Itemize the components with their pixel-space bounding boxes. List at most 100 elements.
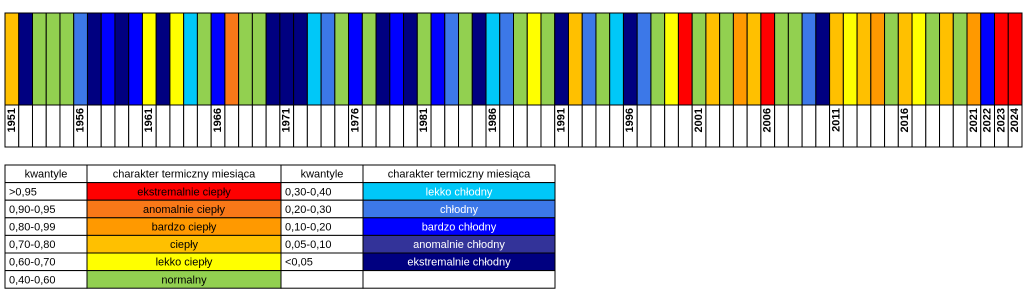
year-stripe [430,12,446,106]
year-label-cell [430,104,446,148]
class-name: lekko chłodny [426,186,493,198]
quantile: 0,30-0,40 [285,186,331,198]
year-label-cell [664,104,679,148]
year-label-cell [183,104,198,148]
year-label: 1966 [212,108,224,132]
quantile: <0,05 [285,257,313,269]
year-label-cell [334,104,350,148]
quantile: 0,05-0,10 [285,239,331,251]
year-stripe [169,12,185,106]
year-label-cell [499,104,514,148]
year-stripe [155,12,171,106]
year-stripe [320,12,336,106]
year-stripe [856,12,872,106]
year-stripe [128,12,143,106]
year-label-cell [224,104,240,148]
year-stripe [609,12,624,106]
year-label: 2022 [982,108,994,132]
year-label-cell [842,104,858,148]
year-stripe [650,12,666,106]
year-label-cell [911,104,927,148]
year-stripe [334,12,350,106]
year-label-cell [320,104,336,148]
year-label-cell [732,104,748,148]
year-stripe [897,12,913,106]
year-label-cell [939,104,954,148]
year-label: 1956 [74,108,86,132]
year-stripe [183,12,198,106]
year-stripe [870,12,886,106]
year-label-cell [801,104,817,148]
year-stripe [238,12,253,106]
year-label: 2016 [899,108,911,132]
year-label-cell [389,104,405,148]
year-label: 2001 [693,108,705,132]
year-stripe [595,12,611,106]
year-label: 1981 [418,108,430,132]
year-stripe [691,12,707,106]
year-stripe [787,12,803,106]
year-label-cell [375,104,391,148]
year-label-cell [114,104,130,148]
quantile: 0,60-0,70 [9,257,55,269]
year-stripe [540,12,556,106]
year-stripe [471,12,487,106]
year-stripe [485,12,501,106]
year-label-cell [306,104,322,148]
quantile: 0,10-0,20 [285,222,331,234]
year-stripe [842,12,858,106]
year-stripe [306,12,322,106]
year-stripe [403,12,418,106]
year-label-cell [444,104,460,148]
year-label-cell [169,104,185,148]
class-name: chłodny [440,204,478,216]
year-label: 1961 [143,108,155,132]
class-name: ekstremalnie ciepły [137,186,231,198]
year-stripe [348,12,363,106]
year-label-cell [251,104,267,148]
year-stripe [114,12,130,106]
year-label-cell [815,104,831,148]
year-stripe [4,12,20,106]
class-name: ekstremalnie chłodny [407,257,511,269]
year-label-cell [636,104,652,148]
quantile: 0,80-0,99 [9,222,55,234]
year-stripe [196,12,212,106]
year-label-cell [59,104,75,148]
class-name: anomalnie chłodny [413,239,505,251]
year-label-cell [705,104,721,148]
quantile: >0,95 [9,186,37,198]
class-name: bardzo chłodny [422,222,497,234]
year-label: 1951 [6,108,18,132]
year-label-cell [471,104,487,148]
year-stripe [73,12,88,106]
year-label: 1996 [624,108,636,132]
year-label: 2011 [830,108,842,132]
empty-cell [362,270,556,289]
quantile: 0,40-0,60 [9,274,55,286]
empty-cell [280,270,364,289]
year-label: 1976 [349,108,361,132]
year-label-cell [856,104,872,148]
year-stripe [265,12,281,106]
year-stripe [774,12,789,106]
year-stripe [994,12,1009,106]
year-stripe [760,12,776,106]
year-stripe [705,12,721,106]
year-stripe [622,12,638,106]
year-stripe [361,12,377,106]
year-label-cell [86,104,102,148]
year-stripe [389,12,405,106]
year-stripe [884,12,899,106]
legend-header: charakter termiczny miesiąca [113,169,256,181]
year-label-cell [677,104,693,148]
year-stripe [746,12,762,106]
year-label-cell [581,104,597,148]
year-stripe [375,12,391,106]
year-stripe [664,12,679,106]
year-label-cell [196,104,212,148]
year-label-cell [540,104,556,148]
year-stripe [293,12,308,106]
year-stripe [45,12,61,106]
